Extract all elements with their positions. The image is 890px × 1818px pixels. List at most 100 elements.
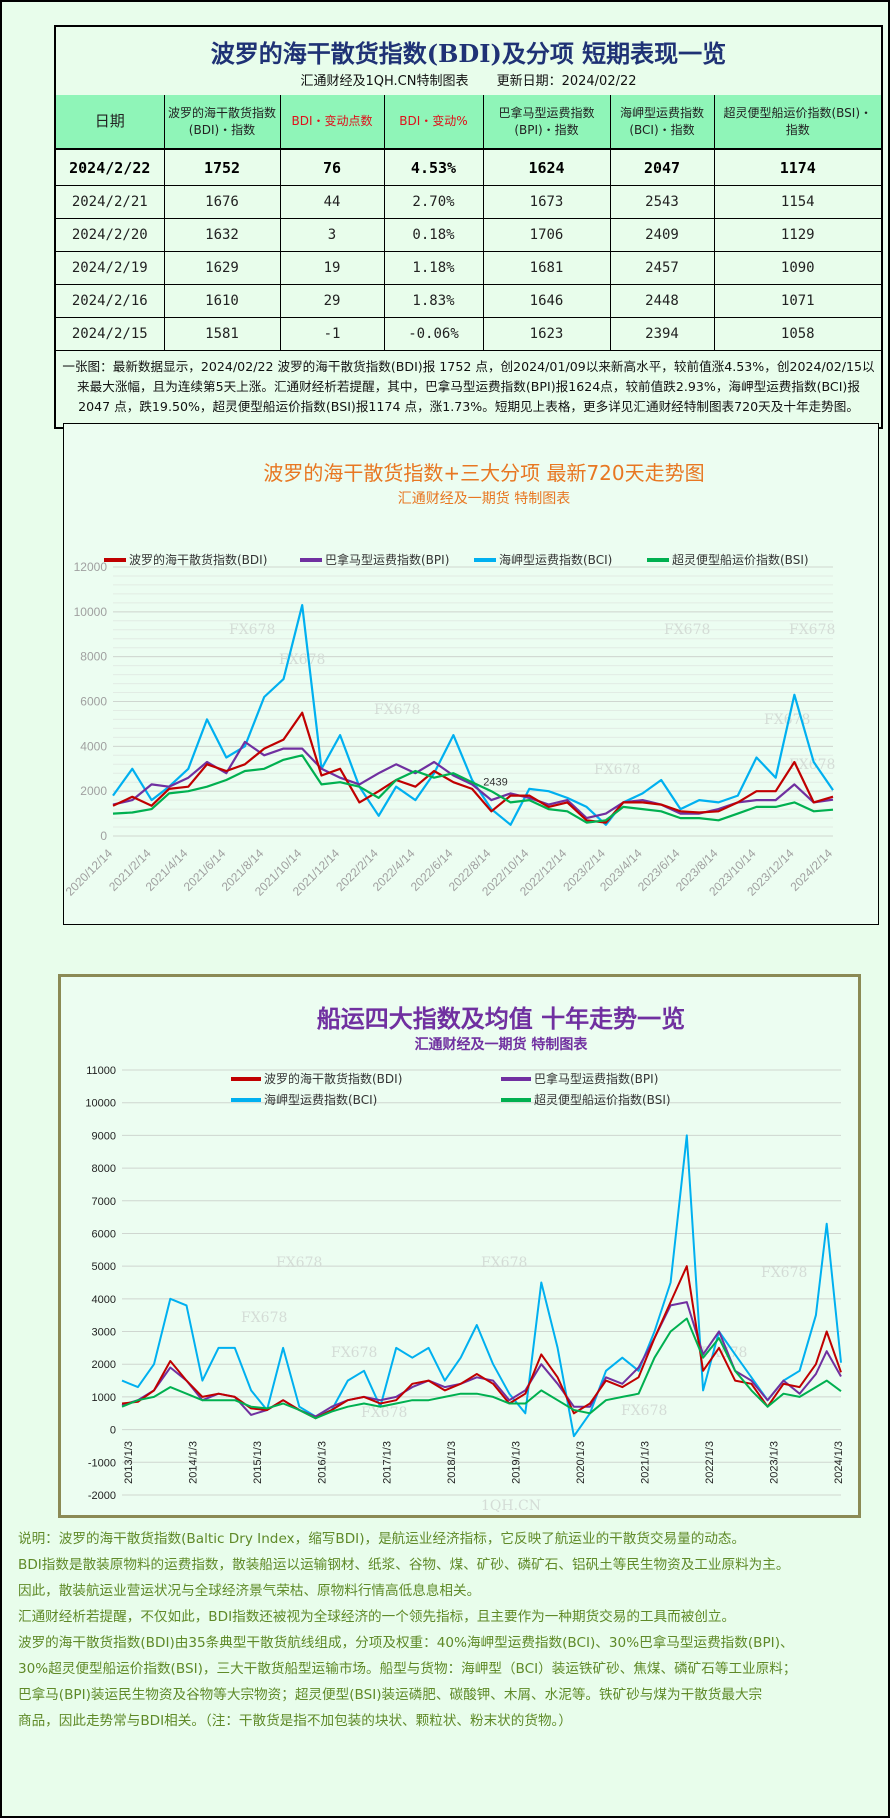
x-tick-label: 2014/1/3 (188, 1441, 200, 1484)
watermark-1qh: 1QH.CN (481, 1498, 541, 1514)
table-row: 2024/2/15 1581 -1 -0.06% 1623 2394 1058 (56, 317, 881, 351)
cell-bdi-change-percent: 4.53% (384, 149, 484, 186)
watermark-fx678: FX678 (276, 1255, 322, 1271)
cell-bsi: 1071 (714, 284, 881, 318)
header-bdi-change-percent: BDI・变动% (384, 95, 484, 150)
cell-date: 2024/2/20 (56, 218, 165, 252)
y-tick-label: -1000 (88, 1457, 116, 1469)
watermark-fx678: FX678 (361, 1405, 407, 1421)
series-line-bci (121, 1134, 842, 1438)
x-tick-label: 2022/1/3 (704, 1441, 716, 1484)
header-bci: 海岬型运费指数(BCI)・指数 (610, 95, 715, 150)
cell-bdi: 1752 (164, 149, 281, 186)
header-bdi-change-points: BDI・变动点数 (280, 95, 385, 150)
note-line: BDI指数是散装原物料的运费指数，散装船运以运输钢材、纸浆、谷物、煤、矿砂、磷矿… (18, 1557, 790, 1573)
legend-label-bsi: 超灵便型船运价指数(BSI) (672, 552, 809, 567)
y-tick-label: 10000 (74, 605, 108, 619)
table-row: 2024/2/22 1752 76 4.53% 1624 2047 1174 (56, 149, 881, 186)
chart-title: 波罗的海干散货指数+三大分项 最新720天走势图 (263, 461, 704, 485)
data-label-annotation: 2439 (483, 776, 507, 788)
cell-bdi: 1581 (164, 317, 281, 351)
x-tick-label: 2024/1/3 (833, 1441, 845, 1484)
series-line-bsi (112, 754, 834, 824)
cell-date: 2024/2/16 (56, 284, 165, 318)
cell-bpi: 1624 (483, 149, 611, 186)
x-tick-label: 2015/1/3 (252, 1441, 264, 1484)
cell-bci: 2047 (610, 149, 715, 186)
chart-720-day-panel: 波罗的海干散货指数+三大分项 最新720天走势图 汇通财经及一期货 特制图表 0 20… (63, 423, 879, 925)
table-row: 2024/2/20 1632 3 0.18% 1706 2409 1129 (56, 218, 881, 252)
note-line: 巴拿马(BPI)装运民生物资及谷物等大宗物资；超灵便型(BSI)装运磷肥、碳酸钾… (18, 1687, 763, 1703)
y-tick-label: 0 (100, 829, 107, 843)
table-row: 2024/2/21 1676 44 2.70% 1673 2543 1154 (56, 185, 881, 219)
watermark-fx678: FX678 (481, 1255, 527, 1271)
watermark-fx678: FX678 (229, 622, 275, 638)
cell-bci: 2448 (610, 284, 715, 318)
watermark-fx678: FX678 (241, 1310, 287, 1326)
cell-bdi-change-points: 76 (280, 149, 385, 186)
legend-label-bsi: 超灵便型船运价指数(BSI) (534, 1092, 671, 1107)
y-tick-label: 2000 (92, 1359, 116, 1371)
watermark-fx678: FX678 (374, 702, 420, 718)
table-body: 2024/2/22 1752 76 4.53% 1624 2047 1174 2024/2/2… (56, 149, 881, 351)
cell-bpi: 1673 (483, 185, 611, 219)
table-summary-note: 一张图：最新数据显示，2024/02/22 波罗的海干散货指数(BDI)报 17… (62, 359, 875, 414)
x-tick-label: 2024/2/14 (787, 846, 835, 894)
header-date: 日期 (56, 95, 165, 150)
y-tick-label: -2000 (88, 1490, 116, 1502)
table-source: 汇通财经及1QH.CN特制图表 (300, 74, 469, 89)
note-line: 汇通财经析若提醒，不仅如此，BDI指数还被视为全球经济的一个领先指标，且主要作为… (18, 1609, 736, 1625)
table-title: 波罗的海干散货指数(BDI)及分项 短期表现一览 (210, 39, 727, 68)
chart-ten-year-panel: 船运四大指数及均值 十年走势一览 汇通财经及一期货 特制图表 -2000 -1000 0… (58, 974, 861, 1518)
header-bdi: 波罗的海干散货指数(BDI)・指数 (164, 95, 281, 150)
cell-bdi-change-points: 44 (280, 185, 385, 219)
cell-bdi: 1610 (164, 284, 281, 318)
watermark-fx678: FX678 (621, 1403, 667, 1419)
y-tick-label: 11000 (86, 1065, 116, 1077)
cell-bdi-change-points: 3 (280, 218, 385, 252)
y-tick-label: 3000 (92, 1327, 116, 1339)
cell-bci: 2543 (610, 185, 715, 219)
legend-label-bdi: 波罗的海干散货指数(BDI) (129, 552, 267, 567)
cell-bsi: 1174 (714, 149, 881, 186)
cell-bpi: 1646 (483, 284, 611, 318)
cell-bpi: 1681 (483, 251, 611, 285)
watermark-fx678: FX678 (279, 652, 325, 668)
cell-bdi-change-percent: 0.18% (384, 218, 484, 252)
note-line: 波罗的海干散货指数(BDI)由35条典型干散货航线组成，分项及权重：40%海岬型… (18, 1635, 794, 1651)
y-tick-label: 1000 (92, 1392, 116, 1404)
series-line-bdi (112, 711, 834, 824)
series-line-bsi (121, 1317, 842, 1420)
y-tick-label: 4000 (92, 1294, 116, 1306)
table-row: 2024/2/16 1610 29 1.83% 1646 2448 1071 (56, 284, 881, 318)
x-tick-label: 2013/1/3 (123, 1441, 135, 1484)
cell-bci: 2457 (610, 251, 715, 285)
legend-label-bdi: 波罗的海干散货指数(BDI) (264, 1071, 402, 1086)
cell-bdi-change-percent: -0.06% (384, 317, 484, 351)
x-tick-label: 2023/1/3 (769, 1441, 781, 1484)
y-tick-label: 0 (110, 1425, 116, 1437)
watermark-fx678: FX678 (331, 1345, 377, 1361)
cell-bsi: 1129 (714, 218, 881, 252)
watermark-fx678: FX678 (761, 1265, 807, 1281)
cell-bpi: 1706 (483, 218, 611, 252)
bdi-summary-table-panel: 波罗的海干散货指数(BDI)及分项 短期表现一览 汇通财经及1QH.CN特制图表… (54, 25, 883, 429)
y-tick-label: 10000 (85, 1098, 116, 1110)
y-tick-label: 8000 (92, 1163, 116, 1175)
header-bsi: 超灵便型船运价指数(BSI)・指数 (714, 95, 881, 150)
bdi-summary-table: 日期 波罗的海干散货指数(BDI)・指数 BDI・变动点数 BDI・变动% 巴拿… (56, 95, 881, 351)
note-line: 30%超灵便型船运价指数(BSI)，三大干散货船型运输市场。船型与货物：海岬型（… (18, 1661, 797, 1677)
watermark-fx678: FX678 (664, 622, 710, 638)
y-tick-label: 4000 (80, 739, 107, 753)
table-header-row: 日期 波罗的海干散货指数(BDI)・指数 BDI・变动点数 BDI・变动% 巴拿… (56, 95, 881, 150)
cell-bsi: 1154 (714, 185, 881, 219)
header-bpi: 巴拿马型运费指数(BPI)・指数 (483, 95, 611, 150)
x-tick-label: 2017/1/3 (381, 1441, 393, 1484)
cell-date: 2024/2/19 (56, 251, 165, 285)
x-tick-label: 2020/12/14 (64, 846, 115, 899)
legend-label-bci: 海岬型运费指数(BCI) (264, 1092, 377, 1107)
note-line: 商品，因此走势常与BDI相关。（注：干散货是指不加包装的块状、颗粒状、粉末状的货… (18, 1713, 572, 1729)
